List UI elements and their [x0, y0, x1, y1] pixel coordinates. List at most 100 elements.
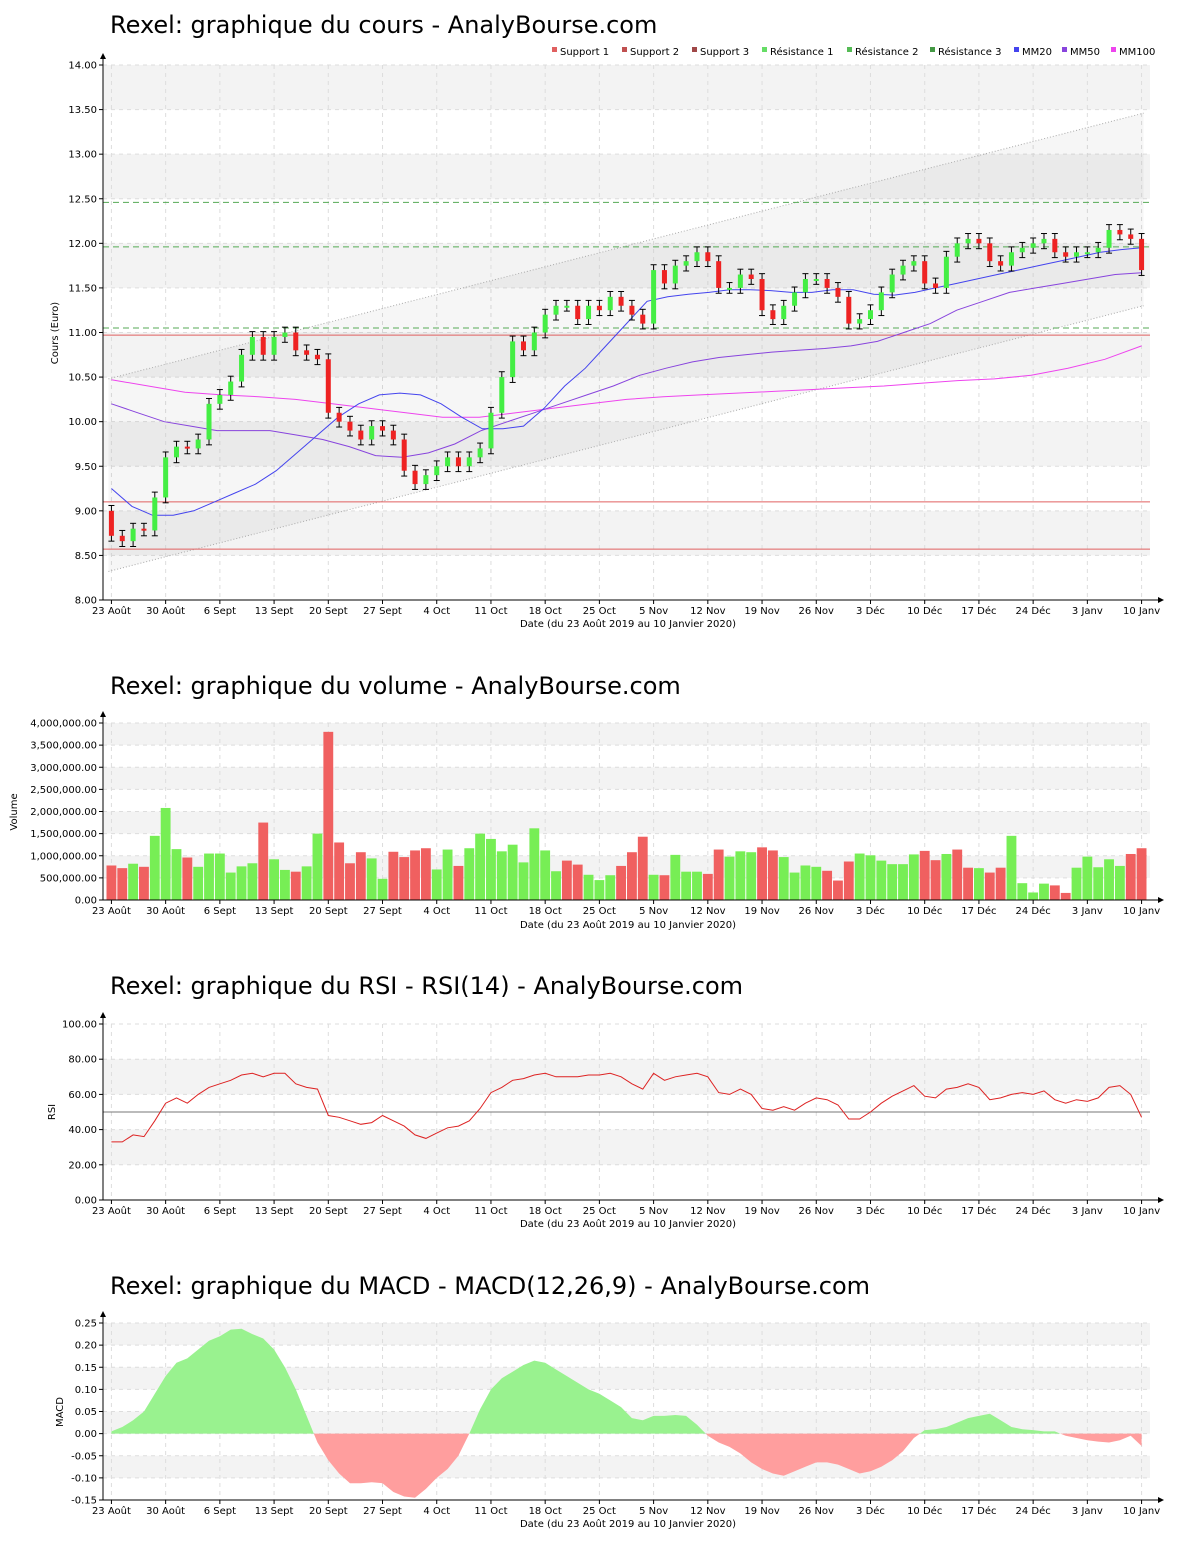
p2-y-tick-label: 1,500,000.00: [30, 829, 97, 840]
volume-bar: [561, 860, 572, 900]
volume-bar: [225, 872, 236, 900]
volume-bar: [290, 871, 301, 900]
candle-body: [965, 238, 971, 244]
p4-y-tick-label: 0.10: [75, 1385, 97, 1396]
volume-bar: [551, 871, 561, 900]
candle-body: [998, 261, 1004, 266]
p1-x-tick-label: 5 Nov: [639, 606, 668, 617]
volume-bar: [854, 853, 865, 900]
p2-y-tick-label: 3,500,000.00: [30, 741, 97, 752]
p4-x-tick-label: 10 Déc: [907, 1505, 942, 1517]
p1-y-tick-label: 10.50: [68, 373, 97, 384]
volume-bar: [1082, 856, 1093, 900]
p3-x-tick-label: 6 Sept: [204, 1206, 236, 1217]
macd-area-layer: [111, 1328, 1142, 1498]
legend-label: MM50: [1070, 47, 1100, 58]
p4-y-tick-label: -0.10: [71, 1473, 97, 1484]
p2-x-tick-label: 4 Oct: [423, 906, 450, 917]
candle-body: [900, 265, 906, 275]
candle-body: [889, 274, 895, 293]
price-x-axis-label: Date (du 23 Août 2019 au 10 Janvier 2020…: [520, 618, 736, 630]
p1-y-tick-label: 13.00: [68, 150, 97, 161]
volume-bar: [258, 822, 269, 900]
volume-bar: [898, 864, 908, 900]
p3-x-tick-label: 18 Oct: [529, 1206, 562, 1217]
mm100-line: [111, 345, 1142, 418]
volume-bar: [735, 851, 746, 900]
p4-x-tick-label: 24 Déc: [1016, 1505, 1051, 1517]
p1-x-tick-label: 17 Déc: [961, 605, 996, 617]
p1-x-tick-label: 3 Janv: [1072, 606, 1103, 617]
candle-body: [293, 332, 299, 351]
legend-label: Résistance 3: [938, 46, 1001, 58]
p2-x-tick-label: 20 Sept: [309, 906, 348, 917]
volume-bar: [865, 855, 876, 900]
candle-body: [976, 238, 982, 244]
p3-x-tick-label: 3 Janv: [1072, 1206, 1103, 1217]
candle-body: [260, 336, 266, 355]
price-chart: Rexel: graphique du cours - AnalyBourse.…: [50, 11, 1164, 630]
volume-bar: [974, 868, 984, 900]
p4-x-tick-label: 27 Sept: [363, 1506, 402, 1517]
volume-bar: [843, 861, 854, 900]
volume-bar: [431, 869, 442, 900]
volume-bar: [345, 863, 355, 900]
volume-bar: [301, 866, 312, 900]
p1-y-axis-arrow: [100, 53, 106, 59]
candle-body: [640, 314, 646, 324]
volume-bar: [767, 850, 778, 900]
legend-label: MM100: [1119, 47, 1155, 58]
volume-bar: [193, 866, 204, 900]
volume-bar: [778, 857, 789, 900]
p2-y-tick-label: 3,000,000.00: [30, 763, 97, 774]
candle-body: [1128, 234, 1134, 239]
p2-band: [103, 767, 1150, 790]
p3-y-tick-label: 20.00: [68, 1160, 97, 1171]
volume-bar: [475, 833, 486, 900]
p4-y-tick-label: -0.15: [71, 1496, 97, 1507]
p2-y-axis-arrow: [100, 711, 106, 717]
candle-body: [401, 439, 407, 471]
p2-x-tick-label: 25 Oct: [583, 906, 616, 917]
candle-body: [369, 426, 375, 440]
p4-x-tick-label: 25 Oct: [583, 1506, 616, 1517]
p3-x-tick-label: 27 Sept: [363, 1206, 402, 1217]
p4-x-tick-label: 5 Nov: [639, 1506, 668, 1517]
p3-x-tick-label: 17 Déc: [961, 1205, 996, 1217]
volume-bar: [149, 835, 160, 900]
legend-swatch: [1062, 47, 1067, 52]
p1-x-tick-label: 13 Sept: [255, 606, 294, 617]
p3-x-tick-label: 20 Sept: [309, 1206, 348, 1217]
candle-body: [586, 305, 592, 320]
candle-body: [1063, 252, 1069, 257]
p3-x-tick-label: 19 Nov: [744, 1206, 780, 1217]
p1-y-tick-label: 11.00: [68, 328, 97, 339]
legend-label: Support 2: [630, 47, 679, 58]
candle-body: [727, 287, 733, 290]
volume-bar: [1125, 853, 1136, 900]
candle-body: [748, 274, 754, 279]
p2-x-tick-label: 19 Nov: [744, 906, 780, 917]
volume-axes: 0.00 500,000.00 1,000,000.00 1,500,000.00 2,…: [30, 711, 1164, 917]
candle-body: [835, 287, 841, 297]
volume-chart: Rexel: graphique du volume - AnalyBourse…: [9, 672, 1164, 931]
p2-x-tick-label: 10 Déc: [907, 905, 942, 917]
p4-x-tick-label: 20 Sept: [309, 1506, 348, 1517]
p1-x-tick-label: 11 Oct: [474, 606, 507, 617]
candle-body: [867, 310, 873, 320]
volume-bar: [919, 850, 930, 900]
p3-x-tick-label: 10 Janv: [1123, 1206, 1160, 1217]
candle-body: [542, 314, 548, 333]
price-grid: [103, 64, 1150, 601]
p2-y-tick-label: 2,500,000.00: [30, 785, 97, 796]
volume-bar: [377, 878, 388, 900]
p1-band: [103, 332, 1150, 378]
p3-x-tick-label: 12 Nov: [690, 1206, 726, 1217]
price-chart-title: Rexel: graphique du cours - AnalyBourse.…: [110, 11, 657, 39]
volume-bar: [648, 874, 659, 900]
p4-y-tick-label: -0.05: [71, 1451, 97, 1462]
p4-y-tick-label: 0.15: [75, 1363, 97, 1374]
volume-bar: [410, 850, 420, 900]
volume-bar: [128, 863, 139, 900]
